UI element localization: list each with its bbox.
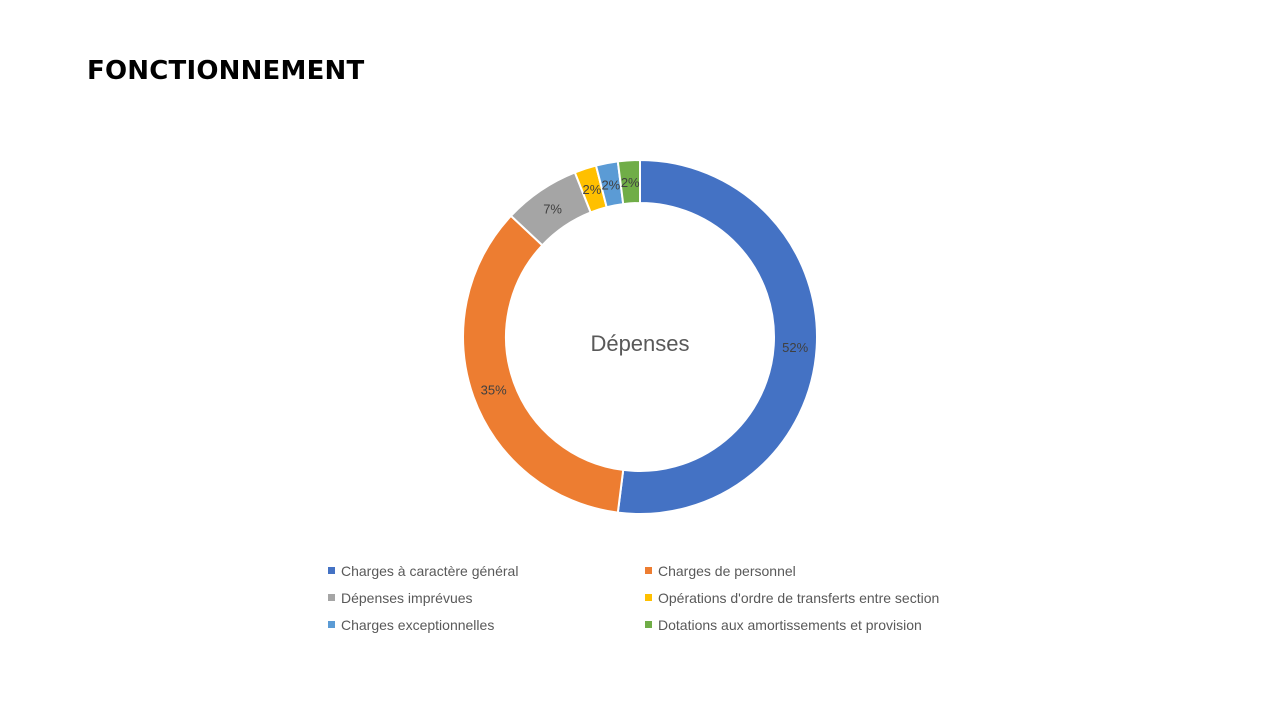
legend-swatch	[328, 594, 335, 601]
data-label: 7%	[543, 201, 562, 216]
slide-title: FONCTIONNEMENT	[87, 56, 365, 86]
donut-slice	[616, 158, 818, 515]
legend-label: Opérations d'ordre de transferts entre s…	[658, 589, 940, 606]
data-label: 52%	[782, 340, 808, 355]
chart-center-title: Dépenses	[590, 331, 689, 356]
data-label: 35%	[481, 383, 507, 398]
legend-item: Opérations d'ordre de transferts entre s…	[645, 588, 975, 607]
legend-label: Dotations aux amortissements et provisio…	[658, 616, 922, 633]
data-label: 2%	[583, 182, 602, 197]
donut-slice	[462, 214, 625, 514]
legend-item: Dépenses imprévues	[328, 588, 645, 607]
donut-slice	[616, 158, 641, 206]
legend-swatch	[645, 621, 652, 628]
legend-swatch	[328, 567, 335, 574]
legend-item: Charges exceptionnelles	[328, 615, 645, 634]
legend-item: Dotations aux amortissements et provisio…	[645, 615, 975, 634]
data-label: 2%	[621, 175, 640, 190]
data-labels: 52%35%7%2% 2% 2%	[481, 175, 809, 398]
legend-item: Charges de personnel	[645, 561, 975, 580]
legend-swatch	[328, 621, 335, 628]
donut-slices	[462, 158, 818, 515]
legend-label: Charges à caractère général	[341, 562, 519, 579]
legend-swatch	[645, 594, 652, 601]
legend-item: Charges à caractère général	[328, 561, 645, 580]
chart-legend: Charges à caractère général Charges de pe…	[328, 561, 975, 634]
legend-label: Charges exceptionnelles	[341, 616, 495, 633]
data-label: 2%	[601, 177, 620, 192]
legend-label: Charges de personnel	[658, 562, 796, 579]
legend-label: Dépenses imprévues	[341, 589, 473, 606]
legend-swatch	[645, 567, 652, 574]
